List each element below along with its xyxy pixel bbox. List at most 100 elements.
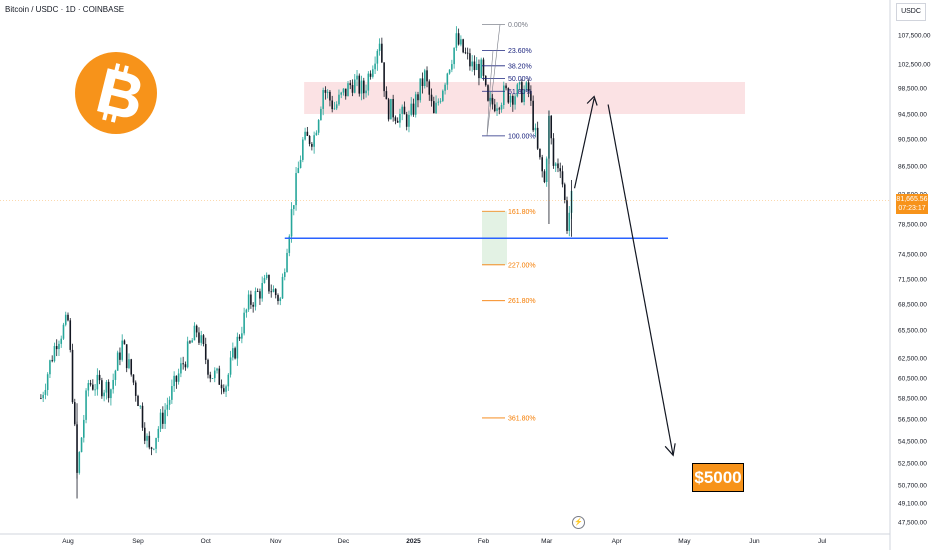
candle-body xyxy=(254,291,257,307)
candle-body xyxy=(182,363,184,365)
candle-body xyxy=(536,127,539,149)
candle-body xyxy=(150,447,153,449)
projection-up-arrow[interactable] xyxy=(573,98,595,189)
candle-body xyxy=(112,379,114,390)
candle-body xyxy=(557,163,559,169)
candle-body xyxy=(448,69,451,74)
candle-body xyxy=(290,209,293,237)
candle-body xyxy=(69,320,72,350)
candle-body xyxy=(232,348,234,358)
candle-body xyxy=(466,52,469,54)
time-tick-label: Dec xyxy=(338,538,350,545)
candle-body xyxy=(552,138,555,166)
time-tick-label: Aug xyxy=(62,538,74,545)
candle-body xyxy=(218,368,221,385)
price-tick-label: 107,500.00 xyxy=(898,33,931,40)
candle-body xyxy=(430,94,433,102)
bitcoin-logo-icon xyxy=(75,52,157,134)
candle-body xyxy=(324,90,327,93)
candle-body xyxy=(435,102,437,114)
fib-extension-label: 161.80% xyxy=(508,209,536,216)
candle-body xyxy=(493,104,496,112)
price-tick-label: 65,500.00 xyxy=(898,328,927,335)
projection-down-arrow[interactable] xyxy=(607,104,674,456)
fib-level-label: 100.00% xyxy=(508,133,536,140)
price-tick-label: 86,500.00 xyxy=(898,164,927,171)
price-axis-unit[interactable]: USDC xyxy=(896,3,926,21)
fib-level-label: 61.80% xyxy=(508,89,532,96)
candle-body xyxy=(243,312,245,334)
candle-body xyxy=(439,100,442,102)
candle-body xyxy=(387,99,390,120)
candle-body xyxy=(525,82,528,91)
candle-body xyxy=(437,101,440,103)
candle-body xyxy=(40,398,42,399)
candle-body xyxy=(128,359,130,369)
candle-body xyxy=(444,84,446,91)
candle-body xyxy=(62,324,65,339)
candle-body xyxy=(207,359,209,375)
candle-body xyxy=(356,75,358,80)
candle-body xyxy=(42,394,44,399)
candle-body xyxy=(464,52,467,54)
candle-body xyxy=(252,304,254,307)
candle-body xyxy=(164,409,166,424)
candle-body xyxy=(202,335,205,344)
candle-body xyxy=(362,80,365,94)
candle-body xyxy=(261,283,263,299)
candle-body xyxy=(51,360,53,362)
candle-body xyxy=(559,168,562,172)
candle-body xyxy=(496,108,498,112)
candle-body xyxy=(394,117,397,121)
candle-body xyxy=(198,332,200,343)
candle-body xyxy=(265,274,268,279)
candle-body xyxy=(58,343,60,350)
time-tick-label: Sep xyxy=(132,538,144,545)
candle-body xyxy=(308,135,311,144)
time-tick-label: Nov xyxy=(270,538,282,545)
target-price-label: $5000 xyxy=(692,463,744,492)
candle-body xyxy=(98,374,101,381)
candle-body xyxy=(204,343,207,360)
lightning-icon[interactable]: ⚡ xyxy=(572,516,585,529)
candle-body xyxy=(326,91,329,93)
candle-body xyxy=(272,289,275,292)
candle-body xyxy=(365,90,367,94)
projection-up-arrowhead xyxy=(586,95,598,106)
candle-body xyxy=(60,338,63,344)
candle-body xyxy=(256,291,259,292)
candle-body xyxy=(279,298,282,302)
candle-body xyxy=(378,43,381,51)
candle-body xyxy=(110,389,112,399)
candle-body xyxy=(49,360,51,375)
current-price-tag: 81,665.56 07:23:17 xyxy=(896,194,928,214)
candle-body xyxy=(123,340,126,345)
price-tick-label: 56,500.00 xyxy=(898,417,927,424)
candle-body xyxy=(211,378,214,379)
candle-body xyxy=(419,78,422,101)
candle-body xyxy=(367,73,370,91)
candle-body xyxy=(523,90,525,103)
time-tick-label: Oct xyxy=(201,538,211,545)
candle-body xyxy=(541,157,543,172)
candle-body xyxy=(200,335,203,343)
candle-body xyxy=(177,373,180,382)
candle-body xyxy=(87,383,90,391)
time-tick-label: Mar xyxy=(541,538,553,545)
candle-body xyxy=(46,374,49,390)
candle-body xyxy=(401,106,403,114)
candle-body xyxy=(236,336,239,359)
candle-body xyxy=(119,352,121,360)
candle-body xyxy=(329,91,331,101)
candle-body xyxy=(514,96,516,105)
candle-body xyxy=(421,78,424,86)
candle-body xyxy=(333,108,336,110)
candle-body xyxy=(216,368,218,371)
candle-body xyxy=(293,205,295,210)
candle-body xyxy=(491,97,494,105)
candle-body xyxy=(295,173,297,206)
price-tick-label: 68,500.00 xyxy=(898,302,927,309)
candle-body xyxy=(103,392,105,397)
candle-body xyxy=(277,295,279,302)
